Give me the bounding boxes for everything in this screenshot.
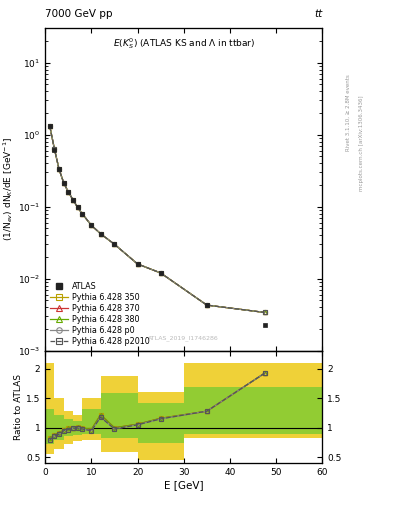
Bar	[64, 419, 73, 436]
Bar	[54, 398, 64, 449]
Bar	[45, 362, 54, 455]
X-axis label: E [GeV]: E [GeV]	[164, 480, 204, 490]
Legend: ATLAS, Pythia 6.428 350, Pythia 6.428 370, Pythia 6.428 380, Pythia 6.428 p0, Py: ATLAS, Pythia 6.428 350, Pythia 6.428 37…	[48, 280, 151, 348]
Bar	[64, 411, 73, 444]
Bar	[45, 409, 54, 444]
Bar	[184, 362, 322, 438]
Bar	[138, 403, 184, 442]
Y-axis label: Ratio to ATLAS: Ratio to ATLAS	[14, 374, 23, 440]
Bar	[82, 398, 101, 440]
Bar	[73, 421, 82, 435]
Bar	[101, 376, 138, 452]
Bar	[138, 392, 184, 460]
Bar	[184, 388, 322, 434]
Text: ATLAS_2019_I1746286: ATLAS_2019_I1746286	[148, 335, 219, 341]
Text: $E(K^0_S)$ (ATLAS KS and $\Lambda$ in ttbar): $E(K^0_S)$ (ATLAS KS and $\Lambda$ in tt…	[112, 36, 255, 51]
Y-axis label: (1/N$_{ev}$) dN$_K$/dE [GeV$^{-1}$]: (1/N$_{ev}$) dN$_K$/dE [GeV$^{-1}$]	[1, 137, 15, 242]
Bar	[101, 393, 138, 438]
Bar	[73, 415, 82, 441]
Text: 7000 GeV pp: 7000 GeV pp	[45, 9, 113, 19]
Bar	[82, 409, 101, 434]
Bar	[54, 415, 64, 440]
Text: tt: tt	[314, 9, 322, 19]
Text: mcplots.cern.ch [arXiv:1306.3436]: mcplots.cern.ch [arXiv:1306.3436]	[359, 96, 364, 191]
Text: Rivet 3.1.10, ≥ 2.8M events: Rivet 3.1.10, ≥ 2.8M events	[345, 74, 350, 151]
